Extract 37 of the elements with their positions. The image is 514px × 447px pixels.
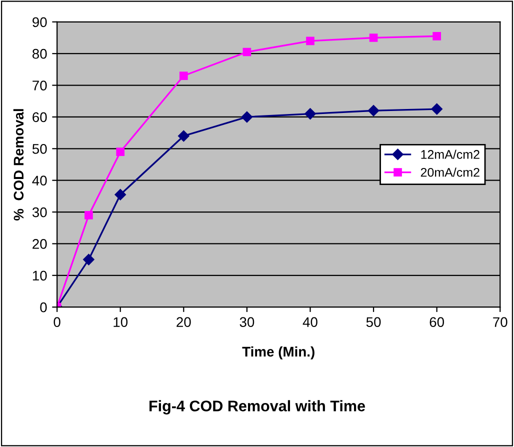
point [178,130,190,142]
x-axis-title: Time (Min.) [242,346,314,360]
point [369,34,378,42]
y-tick-label: 50 [32,144,47,154]
y-tick-label: 10 [32,270,47,281]
point [306,36,314,46]
legend-label: 20mA/cm2 [420,168,480,177]
x-tick-label: 30 [240,317,254,328]
y-axis-title: % COD Removal [13,109,24,220]
y-tick-label: 80 [32,48,47,59]
x-tick-label: 60 [430,317,444,328]
x-tick-label: 50 [366,317,381,328]
point [116,148,125,156]
point [241,111,253,123]
legend-label: 12mA/cm2 [421,150,480,159]
y-tick-label: 40 [32,176,47,186]
y-tick-label: 60 [32,112,47,122]
point [304,108,316,120]
x-tick-label: 0 [54,317,60,328]
x-tick-label: 70 [493,317,508,328]
point [114,188,126,200]
x-tick-label: 20 [176,317,191,328]
y-tick-label: 90 [32,17,47,28]
point [368,105,380,116]
y-tick-label: 70 [32,80,47,90]
point [83,254,94,266]
point [431,103,442,115]
y-tick-label: 30 [32,207,47,218]
x-tick-label: 40 [302,317,318,328]
x-tick-label: 10 [114,317,128,328]
point [432,32,441,40]
point [179,72,188,80]
point [84,211,93,220]
text: Fig-4 COD Removal with Time [150,400,366,414]
y-tick-label: 0 [40,302,47,312]
y-tick-label: 20 [32,239,47,249]
point [242,48,252,56]
